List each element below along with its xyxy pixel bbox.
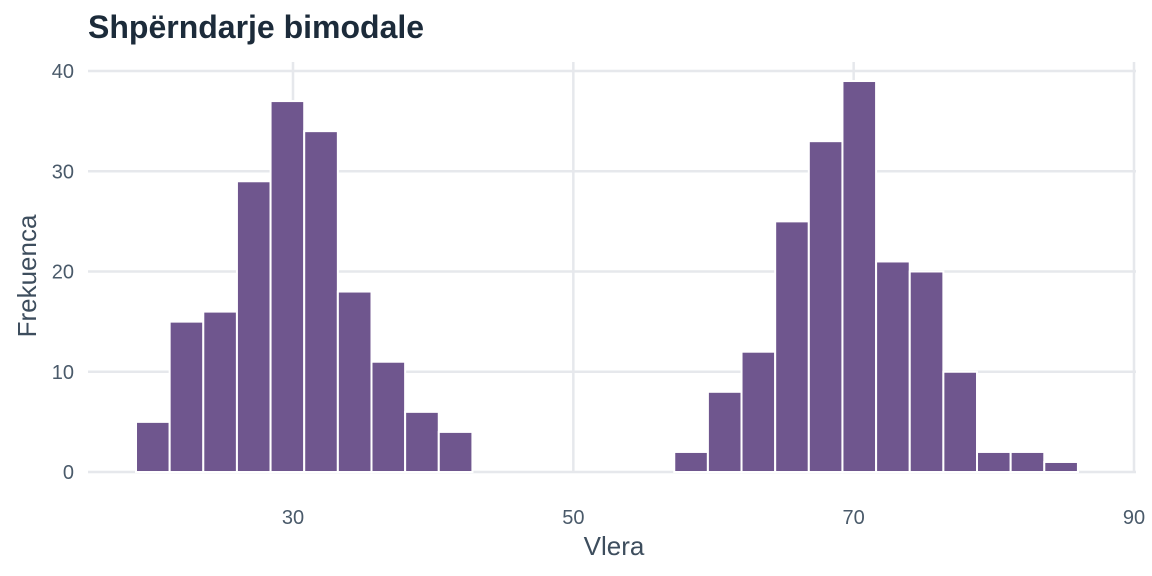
histogram-bar [774,220,810,473]
x-tick-label: 50 [562,507,584,529]
y-tick-label: 10 [52,362,74,384]
histogram-bar [976,450,1012,474]
histogram-bar [1043,460,1079,474]
x-axis-ticks: 30 50 70 90 [282,507,1145,529]
histogram-bar [235,180,272,473]
histogram-bar [740,350,777,474]
y-tick-label: 20 [52,262,74,284]
histogram-bar [370,360,407,474]
histogram-bar [168,320,205,473]
histogram-bars [135,80,1079,474]
histogram-bar [269,100,306,473]
x-tick-label: 30 [282,507,304,529]
histogram-bar [336,290,373,473]
histogram-bar [303,130,339,473]
histogram-bar [202,310,238,473]
x-tick-label: 70 [843,507,865,529]
histogram-bar [908,270,945,473]
histogram-bar [135,420,171,473]
histogram-bar [807,140,844,474]
histogram-bar [1009,450,1046,474]
histogram-bar [942,370,979,473]
histogram-bar [841,80,878,474]
x-axis-label: Vlera [584,531,645,561]
y-axis-label: Frekuenca [12,214,42,337]
y-tick-label: 30 [52,161,74,183]
histogram-bar [673,450,709,474]
x-tick-label: 90 [1123,507,1145,529]
y-tick-label: 0 [63,462,74,484]
chart-title: Shpërndarje bimodale [88,9,424,45]
y-tick-label: 40 [52,61,74,83]
histogram-bar [437,430,474,473]
histogram-bar [706,390,743,473]
y-axis-ticks: 0 10 20 30 40 [52,61,74,484]
histogram-bar [875,260,911,473]
histogram-bar [404,410,440,474]
